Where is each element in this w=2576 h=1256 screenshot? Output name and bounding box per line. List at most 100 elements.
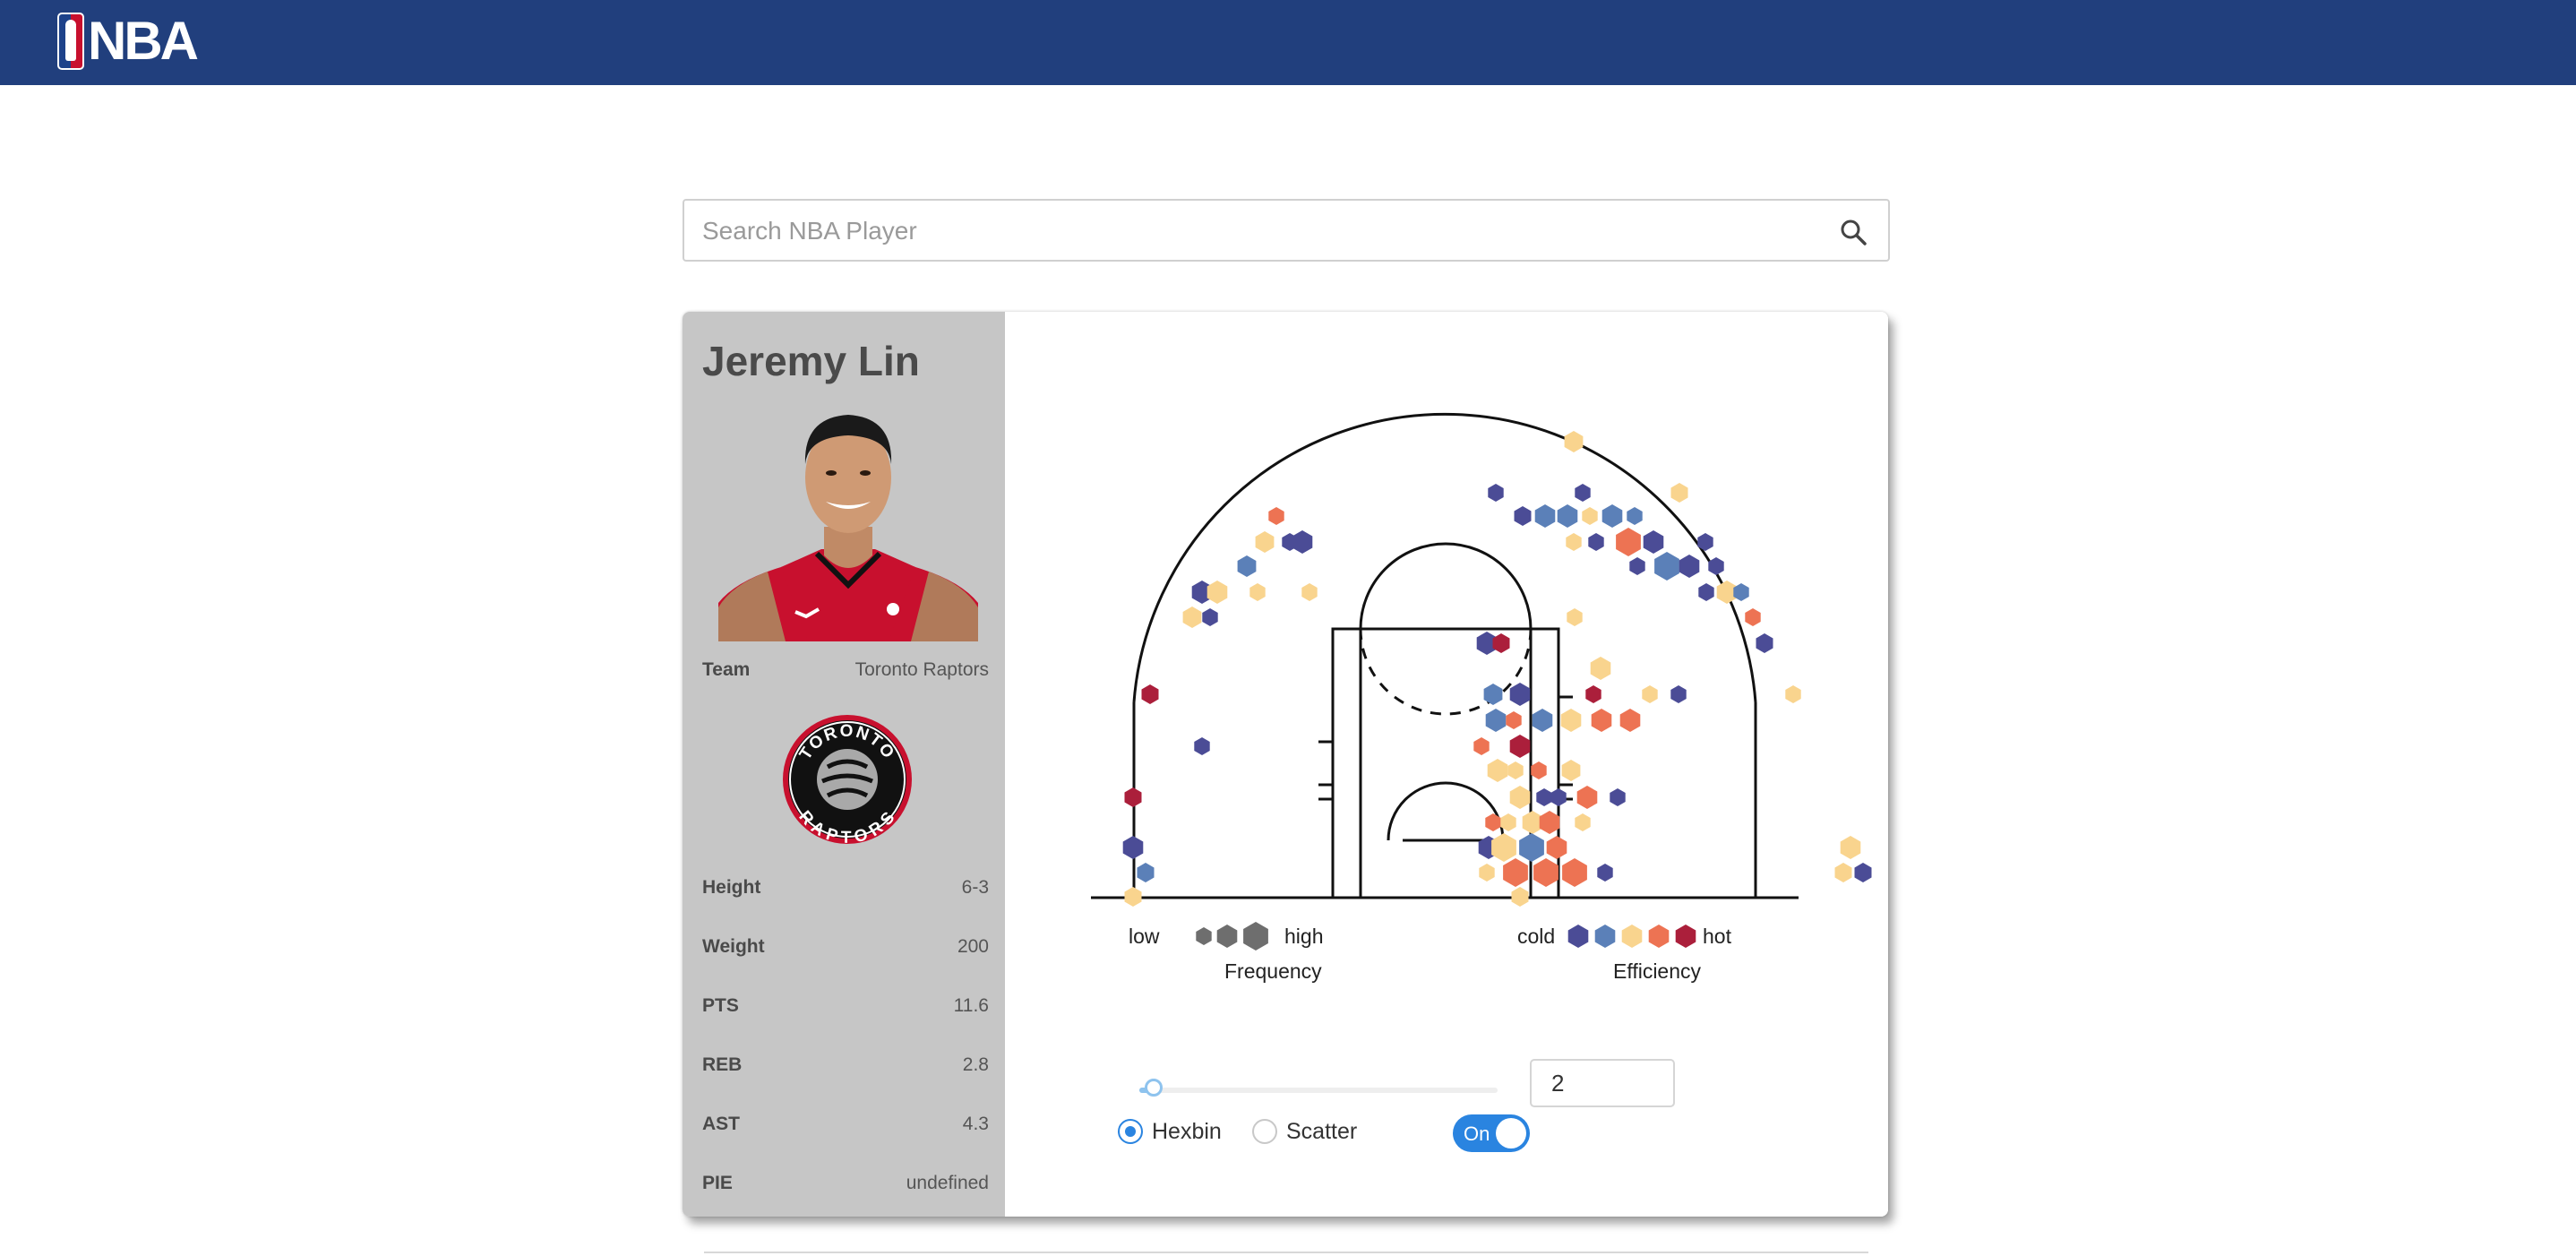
shot-hexbin[interactable] (1124, 887, 1142, 907)
shot-hexbin[interactable] (1629, 557, 1645, 575)
shot-hexbin[interactable] (1137, 863, 1155, 882)
shot-hexbin[interactable] (1643, 530, 1664, 554)
shot-hexbin[interactable] (1576, 786, 1598, 809)
shot-hexbin[interactable] (1531, 761, 1547, 779)
shot-hexbin[interactable] (1522, 811, 1543, 834)
shot-hexbin[interactable] (1567, 608, 1583, 626)
shot-hexbin[interactable] (1590, 657, 1611, 680)
shot-hexbin[interactable] (1509, 786, 1531, 809)
hexbin-radio[interactable] (1118, 1119, 1143, 1144)
shot-hexbin[interactable] (1249, 583, 1266, 601)
shot-hexbin[interactable] (1533, 858, 1558, 887)
shot-hexbin[interactable] (1597, 864, 1613, 882)
shot-hexbin[interactable] (1575, 484, 1591, 502)
shot-hexbin[interactable] (1509, 683, 1531, 706)
shot-hexbin[interactable] (1237, 555, 1257, 577)
shot-hexbin[interactable] (1479, 864, 1495, 882)
shot-hexbin[interactable] (1785, 685, 1801, 703)
shot-hexbin[interactable] (1840, 836, 1861, 859)
scatter-radio-label[interactable]: Scatter (1286, 1119, 1358, 1144)
shot-hexbin[interactable] (1575, 813, 1591, 831)
search-icon[interactable] (1838, 217, 1868, 247)
shot-hexbin[interactable] (1733, 583, 1749, 601)
shot-hexbin[interactable] (1182, 606, 1202, 628)
shot-hexbin[interactable] (1708, 557, 1724, 575)
shot-hexbin[interactable] (1585, 685, 1601, 703)
shot-hexbin[interactable] (1194, 737, 1210, 755)
shot-hexbin[interactable] (1485, 813, 1501, 831)
shot-hexbin[interactable] (1473, 737, 1490, 755)
shot-hexbin[interactable] (1503, 858, 1528, 887)
shot-hexbin[interactable] (1642, 685, 1658, 703)
shot-hexbin[interactable] (1560, 709, 1582, 732)
shot-hexbin[interactable] (1582, 507, 1598, 525)
shot-hexbin[interactable] (1562, 858, 1587, 887)
shot-hexbin[interactable] (1601, 504, 1623, 528)
min-count-slider-track[interactable] (1139, 1088, 1498, 1093)
shot-hexbin[interactable] (1536, 788, 1552, 806)
shot-hexbin[interactable] (1483, 684, 1503, 705)
shot-hexbin[interactable] (1670, 685, 1687, 703)
shot-hexbin[interactable] (1202, 608, 1218, 626)
shot-hexbin[interactable] (1519, 833, 1544, 862)
shot-hexbin[interactable] (1255, 531, 1275, 553)
shot-hexbin[interactable] (1670, 483, 1688, 503)
shot-hexbin[interactable] (1485, 709, 1507, 732)
shot-hexbin[interactable] (1834, 863, 1852, 882)
shot-hexbin[interactable] (1654, 552, 1679, 581)
shot-hexbin[interactable] (1557, 504, 1578, 528)
shot-hexbin[interactable] (1122, 836, 1144, 859)
shot-hexbin[interactable] (1550, 788, 1567, 806)
shot-hexbin[interactable] (1716, 581, 1738, 604)
shot-hexbin[interactable] (1697, 533, 1713, 551)
shot-hexbin[interactable] (1476, 632, 1498, 655)
shot-hexbin[interactable] (1619, 709, 1641, 732)
team-value: Toronto Raptors (854, 659, 989, 680)
shot-hexbin[interactable] (1745, 608, 1761, 626)
shot-hexbin[interactable] (1206, 581, 1228, 604)
shot-hexbin[interactable] (1492, 633, 1510, 653)
scatter-radio[interactable] (1252, 1119, 1277, 1144)
hexbin-radio-label[interactable]: Hexbin (1152, 1119, 1222, 1144)
top-navigation-bar: NBA (0, 0, 2576, 85)
shot-hexbin[interactable] (1487, 759, 1508, 782)
shot-hexbin[interactable] (1566, 533, 1582, 551)
shot-hexbin[interactable] (1506, 711, 1522, 729)
shot-hexbin[interactable] (1854, 863, 1872, 882)
shot-hexbin[interactable] (1488, 484, 1504, 502)
shot-chart[interactable]: low high Frequency cold hot Efficiency (1005, 312, 1888, 1046)
search-input[interactable] (700, 210, 1779, 253)
shot-hexbin[interactable] (1191, 581, 1213, 604)
shot-hexbin[interactable] (1507, 761, 1524, 779)
min-count-input[interactable] (1530, 1059, 1675, 1107)
shot-hexbin[interactable] (1500, 813, 1516, 831)
shot-hexbin[interactable] (1141, 684, 1159, 704)
shot-hexbin[interactable] (1534, 504, 1556, 528)
shot-hexbin[interactable] (1491, 833, 1516, 862)
shot-hexbin[interactable] (1532, 709, 1553, 732)
nba-logo[interactable]: NBA (57, 13, 199, 70)
shot-hexbin[interactable] (1509, 735, 1531, 758)
team-label: Team (702, 659, 751, 680)
shot-hexbin[interactable] (1627, 507, 1643, 525)
shot-hexbin[interactable] (1564, 431, 1584, 452)
shot-hexbin[interactable] (1268, 507, 1284, 525)
shot-hexbin[interactable] (1546, 836, 1567, 859)
shot-hexbin[interactable] (1301, 583, 1318, 601)
min-count-slider-thumb[interactable] (1145, 1079, 1163, 1097)
display-toggle[interactable]: On (1453, 1114, 1530, 1152)
shot-hexbin[interactable] (1511, 887, 1529, 907)
shot-hexbin[interactable] (1756, 633, 1773, 653)
shot-hexbin[interactable] (1610, 788, 1626, 806)
shot-hexbin[interactable] (1124, 787, 1142, 807)
shot-hexbin[interactable] (1679, 555, 1700, 578)
shot-hexbin[interactable] (1539, 811, 1560, 834)
shot-hexbin[interactable] (1514, 506, 1532, 526)
shot-hexbin[interactable] (1588, 533, 1604, 551)
stat-label: AST (702, 1114, 740, 1134)
shot-hexbin[interactable] (1698, 583, 1714, 601)
shot-hexbin[interactable] (1561, 760, 1581, 781)
shot-hexbin[interactable] (1591, 709, 1612, 732)
shot-hexbin[interactable] (1292, 530, 1313, 554)
shot-hexbin[interactable] (1616, 528, 1641, 556)
